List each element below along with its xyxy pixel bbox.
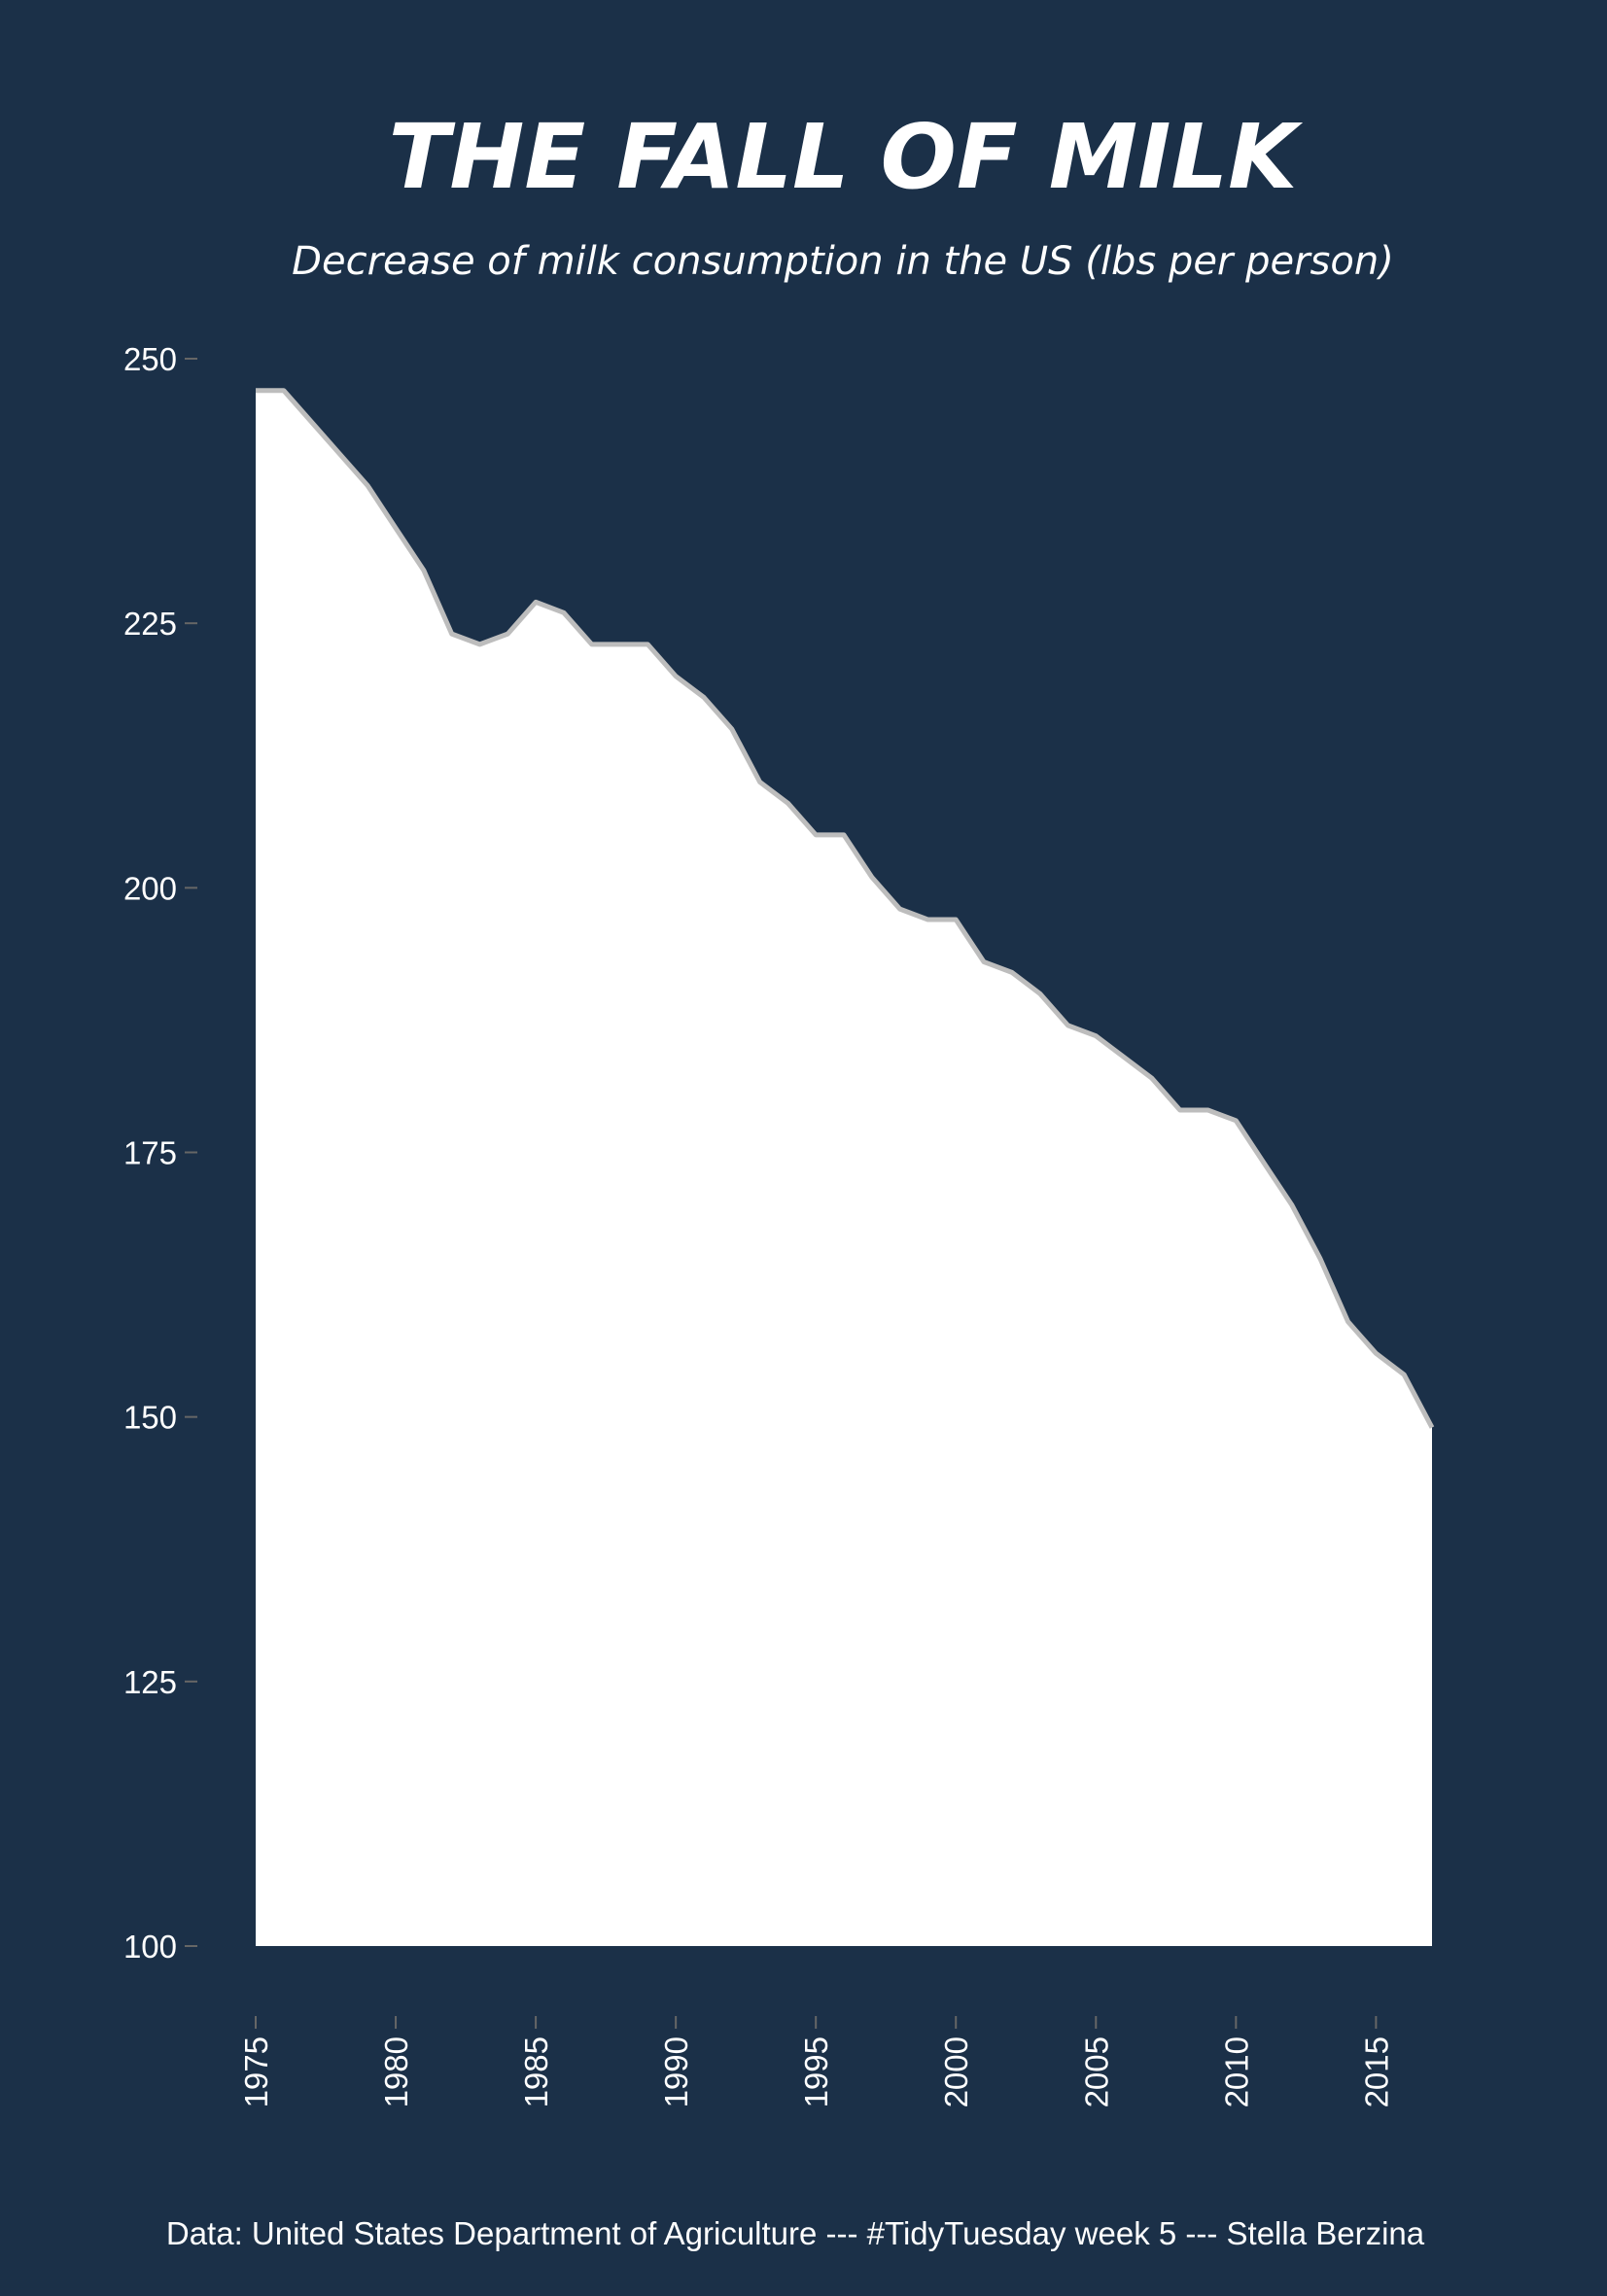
y-tick-label: 125 [123,1664,177,1700]
y-tick-label: 175 [123,1135,177,1171]
series-line [256,388,1435,1429]
y-tick-label: 200 [123,870,177,906]
x-tick-label: 1990 [658,2036,694,2107]
chart-caption: Data: United States Department of Agricu… [166,2215,1425,2251]
y-tick-label: 250 [123,341,177,377]
y-tick-label: 225 [123,606,177,642]
x-tick-label: 2000 [938,2036,974,2107]
x-tick-label: 2015 [1358,2036,1394,2107]
plot-area [256,388,1435,1947]
y-axis: 100 125 150 175 200 225 250 [123,341,197,1965]
x-axis: 1975 1980 1985 1990 1995 2000 2005 2010 2015 [238,2016,1394,2107]
y-tick-label: 150 [123,1400,177,1436]
chart-subtitle: Decrease of milk consumption in the US (… [292,239,1394,284]
x-tick-label: 2010 [1218,2036,1254,2107]
x-tick-label: 1995 [798,2036,834,2107]
chart-title: THE FALL OF MILK [389,105,1304,209]
x-tick-label: 1980 [378,2036,414,2107]
area-fill [256,390,1432,1947]
x-tick-label: 2005 [1078,2036,1114,2107]
x-tick-label: 1975 [238,2036,274,2107]
y-tick-label: 100 [123,1929,177,1965]
x-tick-label: 1985 [518,2036,554,2107]
